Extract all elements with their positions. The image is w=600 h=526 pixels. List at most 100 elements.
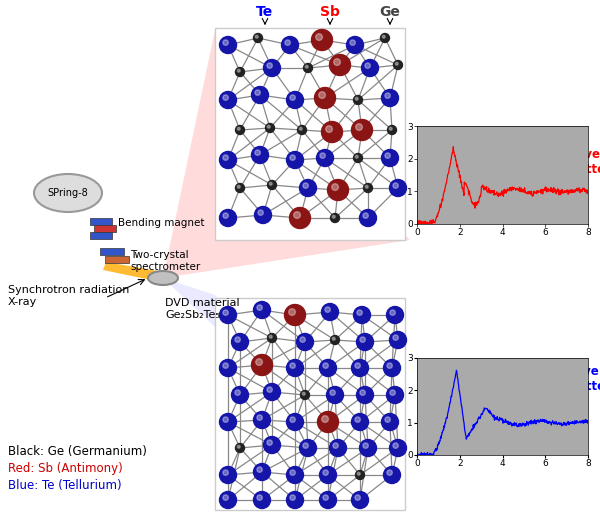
Text: Synchrotron radiation
X-ray: Synchrotron radiation X-ray bbox=[8, 285, 130, 307]
Circle shape bbox=[223, 470, 229, 476]
Circle shape bbox=[385, 93, 391, 98]
Circle shape bbox=[394, 60, 403, 69]
Circle shape bbox=[359, 440, 377, 457]
Circle shape bbox=[301, 390, 310, 400]
Circle shape bbox=[290, 470, 295, 476]
Circle shape bbox=[300, 337, 305, 342]
Circle shape bbox=[251, 355, 272, 376]
Circle shape bbox=[353, 154, 362, 163]
Circle shape bbox=[257, 415, 262, 420]
Text: Red: Sb (Antimony): Red: Sb (Antimony) bbox=[8, 462, 123, 475]
Circle shape bbox=[256, 35, 258, 38]
Circle shape bbox=[382, 89, 398, 106]
Circle shape bbox=[356, 387, 373, 403]
Circle shape bbox=[325, 307, 331, 312]
Text: Te-selective
anomalous scattering: Te-selective anomalous scattering bbox=[488, 365, 600, 393]
Circle shape bbox=[319, 92, 325, 98]
Circle shape bbox=[220, 307, 236, 323]
Circle shape bbox=[268, 125, 270, 128]
Circle shape bbox=[235, 390, 241, 396]
Circle shape bbox=[257, 305, 262, 310]
Circle shape bbox=[323, 363, 328, 368]
Circle shape bbox=[251, 147, 269, 164]
Circle shape bbox=[287, 413, 304, 430]
Circle shape bbox=[386, 307, 404, 323]
Circle shape bbox=[363, 443, 368, 448]
Circle shape bbox=[383, 359, 401, 377]
Circle shape bbox=[238, 185, 240, 188]
Circle shape bbox=[320, 491, 337, 509]
Circle shape bbox=[290, 207, 311, 228]
Circle shape bbox=[290, 95, 295, 100]
Circle shape bbox=[254, 207, 271, 224]
Circle shape bbox=[390, 390, 395, 396]
Circle shape bbox=[223, 155, 229, 160]
Circle shape bbox=[389, 127, 392, 130]
Circle shape bbox=[329, 440, 347, 457]
Circle shape bbox=[355, 363, 361, 368]
Circle shape bbox=[332, 184, 338, 190]
Circle shape bbox=[352, 359, 368, 377]
Circle shape bbox=[220, 209, 236, 227]
Circle shape bbox=[323, 470, 328, 476]
Circle shape bbox=[296, 333, 314, 350]
Circle shape bbox=[356, 124, 362, 130]
Circle shape bbox=[287, 359, 304, 377]
Polygon shape bbox=[103, 262, 161, 282]
Circle shape bbox=[285, 40, 290, 45]
Circle shape bbox=[387, 363, 392, 368]
Circle shape bbox=[269, 335, 272, 338]
Circle shape bbox=[267, 440, 272, 446]
Circle shape bbox=[263, 59, 281, 76]
Circle shape bbox=[255, 90, 260, 95]
Circle shape bbox=[284, 305, 305, 326]
Circle shape bbox=[290, 417, 295, 422]
Circle shape bbox=[255, 150, 260, 155]
Circle shape bbox=[389, 440, 407, 457]
Circle shape bbox=[383, 467, 401, 483]
Circle shape bbox=[287, 491, 304, 509]
Circle shape bbox=[360, 337, 365, 342]
Circle shape bbox=[269, 183, 272, 185]
Circle shape bbox=[322, 122, 343, 143]
Text: Te: Te bbox=[256, 5, 274, 19]
Circle shape bbox=[365, 185, 368, 188]
FancyBboxPatch shape bbox=[105, 256, 129, 263]
Circle shape bbox=[380, 34, 389, 43]
Circle shape bbox=[299, 440, 317, 457]
Circle shape bbox=[320, 467, 337, 483]
Circle shape bbox=[320, 153, 325, 158]
Circle shape bbox=[238, 127, 240, 130]
Circle shape bbox=[303, 443, 308, 448]
Circle shape bbox=[267, 387, 272, 392]
Circle shape bbox=[254, 34, 263, 43]
Text: Ge: Ge bbox=[380, 5, 400, 19]
Circle shape bbox=[361, 59, 379, 76]
Circle shape bbox=[364, 184, 373, 193]
Circle shape bbox=[268, 333, 277, 342]
Circle shape bbox=[305, 65, 308, 68]
Circle shape bbox=[358, 472, 360, 475]
Circle shape bbox=[254, 463, 271, 480]
Circle shape bbox=[254, 491, 271, 509]
Circle shape bbox=[287, 151, 304, 168]
Circle shape bbox=[328, 179, 349, 200]
Circle shape bbox=[223, 40, 229, 45]
Circle shape bbox=[334, 59, 340, 65]
Circle shape bbox=[320, 359, 337, 377]
Circle shape bbox=[333, 443, 338, 448]
Circle shape bbox=[220, 491, 236, 509]
Polygon shape bbox=[163, 30, 410, 278]
FancyBboxPatch shape bbox=[90, 218, 112, 225]
Circle shape bbox=[220, 413, 236, 430]
Circle shape bbox=[302, 392, 305, 395]
Circle shape bbox=[223, 495, 229, 500]
Circle shape bbox=[331, 336, 340, 345]
Circle shape bbox=[235, 184, 245, 193]
Circle shape bbox=[360, 390, 365, 396]
Circle shape bbox=[386, 387, 404, 403]
Text: Sb-selective
anomalous scattering: Sb-selective anomalous scattering bbox=[488, 148, 600, 176]
Circle shape bbox=[238, 69, 240, 72]
Circle shape bbox=[326, 387, 343, 403]
Text: Two-crystal
spectrometer: Two-crystal spectrometer bbox=[130, 250, 200, 271]
